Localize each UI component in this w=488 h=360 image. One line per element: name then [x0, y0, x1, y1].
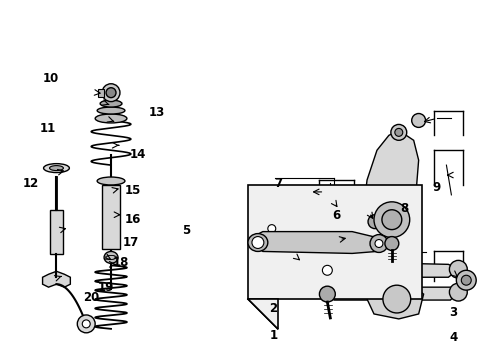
- Circle shape: [460, 275, 470, 285]
- Text: 17: 17: [122, 236, 138, 249]
- Text: 6: 6: [332, 209, 340, 222]
- Bar: [49, 210, 63, 255]
- Circle shape: [373, 202, 409, 238]
- Polygon shape: [324, 287, 457, 300]
- Circle shape: [374, 239, 382, 247]
- Polygon shape: [247, 299, 277, 329]
- Polygon shape: [366, 279, 423, 319]
- Polygon shape: [364, 130, 420, 274]
- Polygon shape: [324, 261, 457, 277]
- Text: 16: 16: [124, 213, 141, 226]
- Text: 12: 12: [23, 177, 39, 190]
- Bar: [102, 185, 120, 249]
- Text: 14: 14: [129, 148, 145, 162]
- Circle shape: [384, 237, 398, 251]
- Text: 10: 10: [42, 72, 59, 85]
- Text: 18: 18: [112, 256, 129, 269]
- Text: 13: 13: [149, 105, 165, 119]
- Circle shape: [369, 235, 387, 252]
- Circle shape: [455, 270, 475, 290]
- Circle shape: [381, 210, 401, 230]
- Text: 11: 11: [40, 122, 56, 135]
- Polygon shape: [267, 201, 381, 235]
- Circle shape: [77, 315, 95, 333]
- Ellipse shape: [262, 233, 275, 244]
- Polygon shape: [42, 271, 70, 287]
- Circle shape: [322, 288, 332, 298]
- Text: 19: 19: [98, 281, 114, 294]
- Circle shape: [82, 320, 90, 328]
- Circle shape: [382, 285, 410, 313]
- Circle shape: [102, 84, 120, 102]
- Text: 20: 20: [83, 291, 100, 305]
- Circle shape: [390, 125, 406, 140]
- Circle shape: [364, 192, 419, 247]
- Text: 15: 15: [124, 184, 141, 197]
- Circle shape: [265, 235, 271, 242]
- Circle shape: [251, 237, 264, 248]
- Circle shape: [319, 286, 335, 302]
- Text: 1: 1: [269, 329, 277, 342]
- Ellipse shape: [264, 222, 279, 235]
- Ellipse shape: [97, 177, 124, 185]
- Ellipse shape: [104, 251, 118, 264]
- Text: 9: 9: [431, 181, 439, 194]
- Ellipse shape: [97, 107, 124, 114]
- Polygon shape: [264, 234, 375, 243]
- Ellipse shape: [49, 166, 63, 171]
- Circle shape: [322, 265, 332, 275]
- Ellipse shape: [318, 285, 336, 301]
- Circle shape: [448, 260, 467, 278]
- Text: 5: 5: [182, 224, 190, 237]
- Text: 4: 4: [448, 331, 456, 344]
- Polygon shape: [252, 231, 381, 253]
- Circle shape: [267, 225, 275, 233]
- Ellipse shape: [43, 164, 69, 172]
- Ellipse shape: [100, 100, 122, 107]
- Circle shape: [448, 283, 467, 301]
- Text: 3: 3: [448, 306, 456, 319]
- Ellipse shape: [318, 262, 336, 278]
- Text: 7: 7: [274, 177, 282, 190]
- Circle shape: [106, 88, 116, 98]
- Circle shape: [371, 211, 385, 225]
- Circle shape: [394, 129, 402, 136]
- Bar: [247, 185, 421, 299]
- Circle shape: [411, 113, 425, 127]
- Bar: [98, 89, 104, 96]
- Ellipse shape: [95, 114, 127, 123]
- Text: 8: 8: [400, 202, 408, 215]
- Ellipse shape: [247, 234, 267, 251]
- Text: 2: 2: [269, 302, 277, 315]
- Circle shape: [367, 215, 381, 229]
